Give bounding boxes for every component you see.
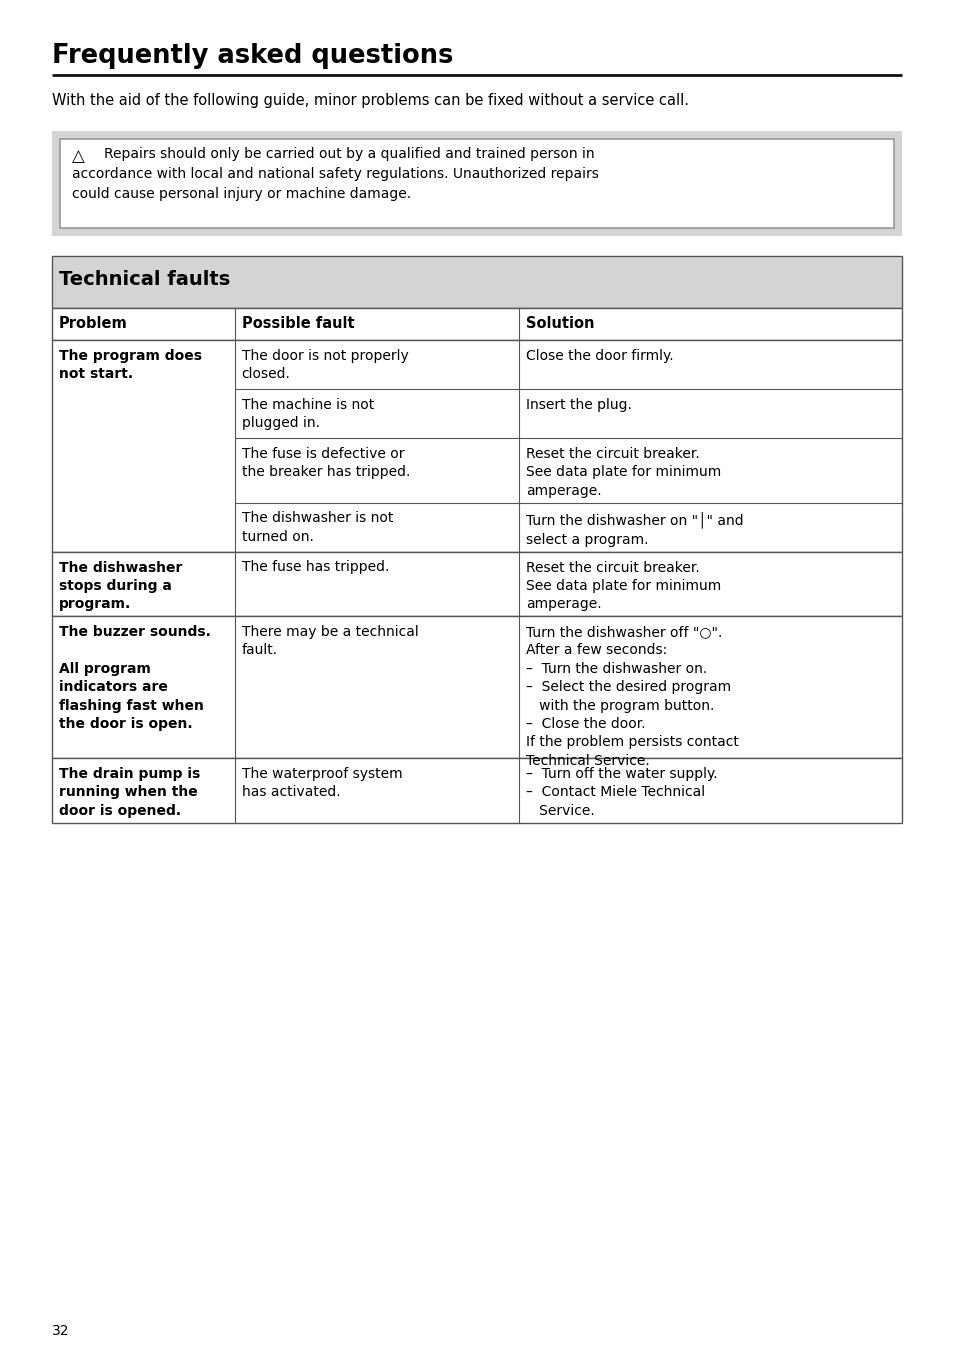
Text: The program does
not start.: The program does not start. <box>59 349 202 381</box>
Bar <box>52 256 901 308</box>
Text: Problem: Problem <box>59 316 128 331</box>
Text: Turn the dishwasher off "○".
After a few seconds:
–  Turn the dishwasher on.
–  : Turn the dishwasher off "○". After a few… <box>526 625 739 768</box>
Text: accordance with local and national safety regulations. Unauthorized repairs: accordance with local and national safet… <box>71 168 598 181</box>
Bar <box>52 339 901 552</box>
Text: The machine is not
plugged in.: The machine is not plugged in. <box>241 397 374 430</box>
Text: The fuse has tripped.: The fuse has tripped. <box>241 561 389 575</box>
Text: The fuse is defective or
the breaker has tripped.: The fuse is defective or the breaker has… <box>241 448 410 480</box>
Text: Frequently asked questions: Frequently asked questions <box>52 43 453 69</box>
Text: Possible fault: Possible fault <box>241 316 354 331</box>
Bar <box>60 139 893 228</box>
Bar <box>52 308 901 339</box>
Bar <box>52 758 901 822</box>
Text: Repairs should only be carried out by a qualified and trained person in: Repairs should only be carried out by a … <box>104 147 594 161</box>
Text: Insert the plug.: Insert the plug. <box>526 397 632 412</box>
Text: Reset the circuit breaker.
See data plate for minimum
amperage.: Reset the circuit breaker. See data plat… <box>526 448 721 498</box>
Text: The drain pump is
running when the
door is opened.: The drain pump is running when the door … <box>59 767 200 818</box>
Bar <box>52 617 901 758</box>
Text: There may be a technical
fault.: There may be a technical fault. <box>241 625 418 657</box>
Bar <box>52 131 901 237</box>
Text: The door is not properly
closed.: The door is not properly closed. <box>241 349 408 381</box>
Text: Technical faults: Technical faults <box>59 270 230 289</box>
Text: Solution: Solution <box>526 316 595 331</box>
Text: The buzzer sounds.

All program
indicators are
flashing fast when
the door is op: The buzzer sounds. All program indicator… <box>59 625 211 731</box>
Text: Turn the dishwasher on "│" and
select a program.: Turn the dishwasher on "│" and select a … <box>526 511 743 546</box>
Text: With the aid of the following guide, minor problems can be fixed without a servi: With the aid of the following guide, min… <box>52 93 688 108</box>
Text: The waterproof system
has activated.: The waterproof system has activated. <box>241 767 402 799</box>
Text: △: △ <box>71 147 85 165</box>
Text: Reset the circuit breaker.
See data plate for minimum
amperage.: Reset the circuit breaker. See data plat… <box>526 561 721 611</box>
Text: Close the door firmly.: Close the door firmly. <box>526 349 674 362</box>
Text: The dishwasher is not
turned on.: The dishwasher is not turned on. <box>241 511 393 544</box>
Text: –  Turn off the water supply.
–  Contact Miele Technical
   Service.: – Turn off the water supply. – Contact M… <box>526 767 718 818</box>
Text: The dishwasher
stops during a
program.: The dishwasher stops during a program. <box>59 561 182 611</box>
Text: 32: 32 <box>52 1324 70 1338</box>
Bar <box>52 552 901 617</box>
Text: could cause personal injury or machine damage.: could cause personal injury or machine d… <box>71 187 411 201</box>
